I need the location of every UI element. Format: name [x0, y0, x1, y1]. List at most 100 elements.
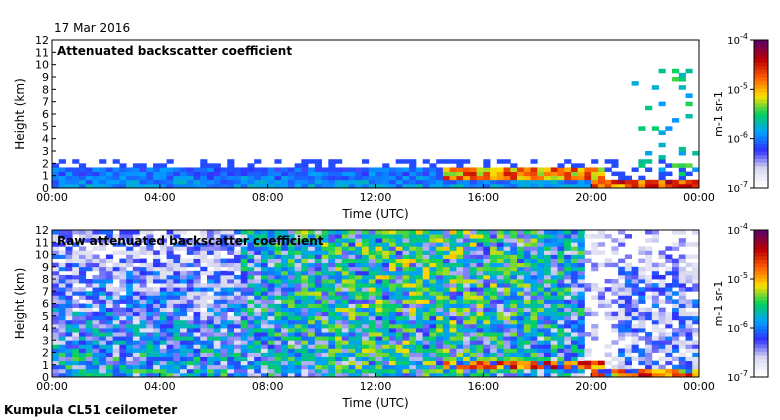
y-tick-label: 4: [42, 133, 49, 146]
heatmap-cell: [570, 234, 579, 239]
heatmap-cell: [314, 279, 322, 284]
heatmap-cell: [159, 348, 167, 353]
heatmap-cell: [564, 270, 572, 276]
heatmap-cell: [395, 319, 403, 325]
heatmap-cell: [503, 274, 511, 280]
heatmap-cell: [624, 299, 632, 304]
heatmap-cell: [247, 230, 255, 235]
heatmap-cell: [557, 262, 565, 268]
heatmap-cell: [105, 266, 114, 272]
heatmap-cell: [105, 291, 114, 296]
heatmap-cell: [490, 328, 498, 333]
heatmap-cell: [227, 250, 235, 255]
heatmap-cell: [368, 328, 376, 333]
heatmap-cell: [577, 344, 585, 349]
heatmap-cell: [523, 356, 531, 362]
heatmap-cell: [645, 332, 653, 337]
heatmap-cell: [78, 311, 87, 317]
heatmap-cell: [314, 159, 322, 164]
heatmap-cell: [496, 250, 504, 255]
heatmap-cell: [530, 250, 538, 255]
heatmap-cell: [314, 356, 322, 362]
heatmap-cells: [52, 68, 700, 189]
heatmap-cell: [294, 234, 302, 239]
heatmap-cell: [591, 368, 599, 374]
heatmap-cell: [409, 274, 417, 280]
heatmap-cell: [65, 230, 73, 235]
heatmap-cell: [153, 303, 161, 308]
heatmap-cell: [65, 183, 73, 189]
heatmap-cell: [678, 295, 686, 300]
heatmap-cell: [523, 287, 531, 292]
heatmap-cell: [72, 352, 80, 357]
heatmap-cell: [105, 303, 114, 308]
heatmap-cell: [517, 352, 525, 357]
heatmap-cell: [180, 315, 188, 321]
heatmap-cell: [429, 258, 437, 264]
heatmap-cell: [631, 266, 639, 272]
heatmap-cell: [543, 352, 552, 357]
heatmap-cell: [362, 364, 370, 370]
heatmap-cell: [557, 242, 565, 247]
heatmap-cell: [463, 307, 471, 313]
heatmap-cell: [550, 279, 558, 284]
heatmap-cell: [490, 254, 498, 259]
heatmap-cell: [685, 311, 693, 317]
heatmap-cell: [388, 364, 397, 370]
heatmap-cell: [415, 307, 424, 313]
heatmap-cell: [267, 332, 275, 337]
heatmap-cell: [611, 364, 619, 370]
heatmap-cell: [409, 356, 417, 362]
heatmap-cell: [335, 356, 343, 362]
heatmap-cell: [665, 126, 673, 131]
heatmap-cell: [240, 299, 248, 304]
heatmap-cell: [186, 171, 194, 177]
heatmap-cell: [112, 311, 120, 317]
heatmap-cell: [78, 262, 87, 268]
heatmap-cell: [476, 266, 484, 272]
heatmap-cell: [112, 175, 120, 181]
heatmap-cell: [180, 171, 188, 177]
heatmap-cell: [463, 328, 471, 333]
heatmap-cell: [328, 254, 336, 259]
heatmap-cell: [523, 328, 531, 333]
heatmap-cell: [247, 372, 255, 378]
heatmap-cell: [672, 340, 680, 345]
colorbar-step: [754, 285, 768, 290]
heatmap-cell: [85, 340, 93, 345]
heatmap-cell: [483, 283, 491, 288]
y-tick-label: 5: [42, 310, 49, 323]
heatmap-cell: [490, 311, 498, 317]
colorbar-step: [754, 84, 768, 89]
heatmap-cell: [597, 295, 606, 300]
heatmap-cell: [382, 246, 390, 251]
heatmap-cell: [341, 368, 349, 374]
heatmap-cell: [665, 291, 673, 296]
heatmap-cell: [159, 167, 167, 172]
colorbar-step: [754, 80, 768, 85]
heatmap-cell: [476, 283, 484, 288]
heatmap-cell: [517, 270, 525, 276]
heatmap-cell: [422, 364, 430, 370]
heatmap-cell: [247, 238, 255, 243]
heatmap-cell: [166, 250, 174, 255]
heatmap-cell: [139, 274, 147, 280]
heatmap-cell: [490, 360, 498, 366]
heatmap-cell: [220, 230, 228, 235]
heatmap-cell: [543, 171, 552, 177]
colorbar-step: [754, 362, 768, 367]
heatmap-cell: [166, 254, 174, 259]
heatmap-cell: [240, 328, 248, 333]
heatmap-cell: [382, 295, 390, 300]
heatmap-cell: [382, 368, 390, 374]
heatmap-cell: [247, 323, 255, 329]
heatmap-cell: [645, 179, 653, 185]
heatmap-cell: [301, 291, 309, 296]
heatmap-cell: [112, 183, 120, 189]
heatmap-cell: [240, 242, 248, 247]
heatmap-cell: [429, 283, 437, 288]
heatmap-cell: [611, 283, 619, 288]
heatmap-cell: [631, 299, 639, 304]
heatmap-cell: [240, 167, 248, 172]
heatmap-cell: [550, 368, 558, 374]
